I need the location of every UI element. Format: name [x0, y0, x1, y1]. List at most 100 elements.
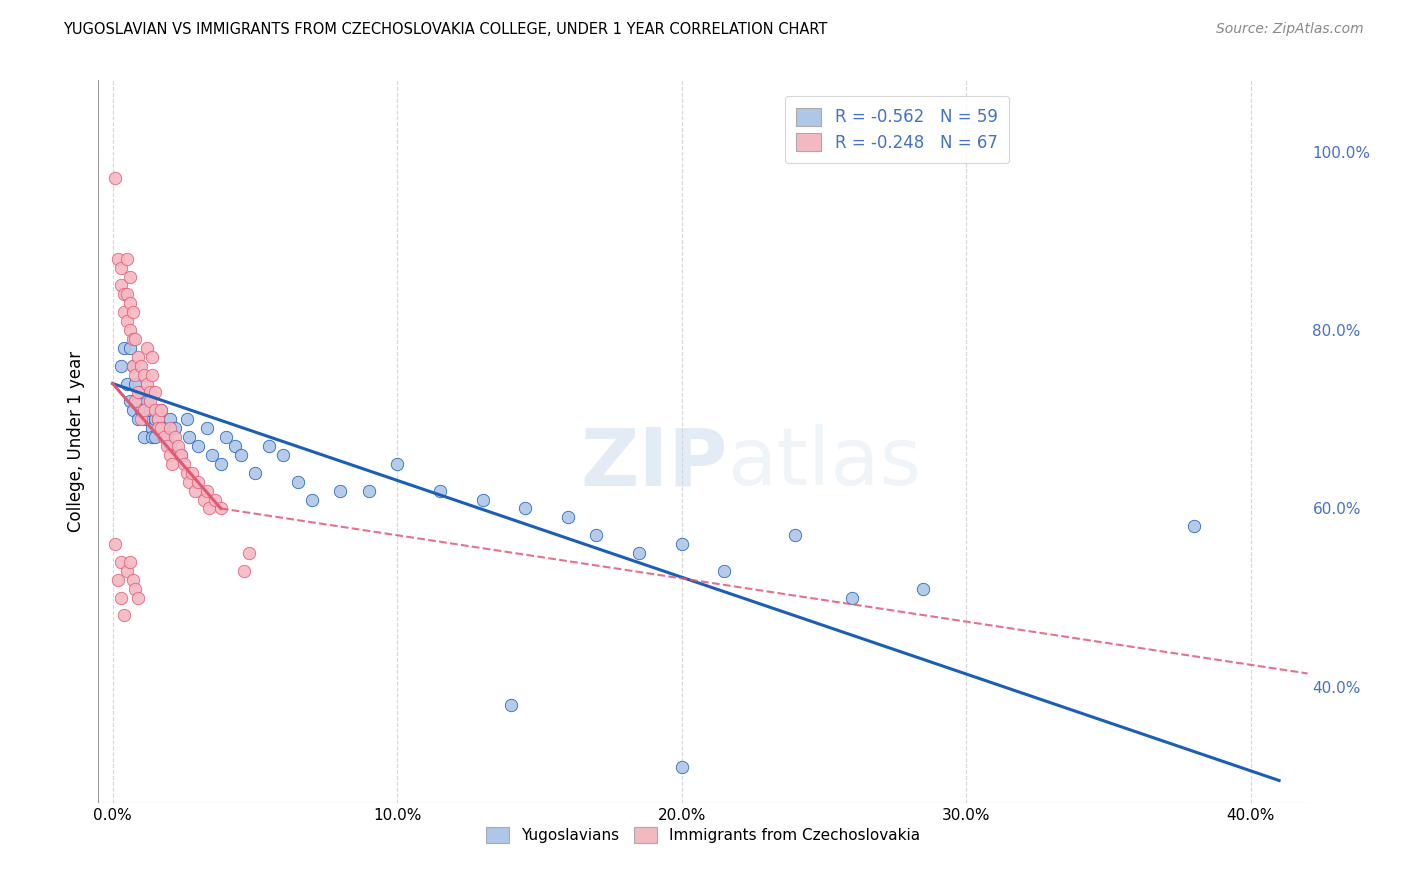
Point	[115, 376, 138, 391]
Point	[118, 296, 141, 310]
Point	[135, 341, 157, 355]
Point	[121, 305, 143, 319]
Point	[121, 332, 143, 346]
Point	[132, 430, 155, 444]
Point	[118, 269, 141, 284]
Point	[138, 394, 160, 409]
Point	[209, 501, 232, 516]
Text: atlas: atlas	[727, 425, 921, 502]
Point	[110, 591, 132, 605]
Point	[243, 466, 266, 480]
Point	[179, 475, 201, 489]
Point	[146, 412, 169, 426]
Point	[104, 537, 127, 551]
Point	[179, 430, 201, 444]
Point	[671, 760, 693, 774]
Point	[132, 403, 155, 417]
Point	[132, 368, 155, 382]
Point	[121, 359, 143, 373]
Point	[585, 528, 607, 542]
Point	[165, 430, 187, 444]
Point	[557, 510, 579, 524]
Point	[515, 501, 537, 516]
Point	[104, 171, 127, 186]
Point	[121, 359, 143, 373]
Y-axis label: College, Under 1 year: College, Under 1 year	[66, 351, 84, 533]
Point	[170, 448, 193, 462]
Text: YUGOSLAVIAN VS IMMIGRANTS FROM CZECHOSLOVAKIA COLLEGE, UNDER 1 YEAR CORRELATION : YUGOSLAVIAN VS IMMIGRANTS FROM CZECHOSLO…	[63, 22, 828, 37]
Text: Source: ZipAtlas.com: Source: ZipAtlas.com	[1216, 22, 1364, 37]
Point	[156, 439, 179, 453]
Point	[273, 448, 295, 462]
Point	[138, 403, 160, 417]
Point	[132, 412, 155, 426]
Point	[118, 394, 141, 409]
Point	[129, 412, 152, 426]
Point	[1182, 519, 1205, 533]
Point	[127, 385, 149, 400]
Point	[146, 421, 169, 435]
Point	[115, 314, 138, 328]
Point	[107, 252, 129, 266]
Point	[124, 332, 146, 346]
Point	[257, 439, 280, 453]
Point	[187, 475, 209, 489]
Point	[159, 421, 181, 435]
Point	[215, 430, 238, 444]
Point	[118, 555, 141, 569]
Point	[127, 394, 149, 409]
Point	[198, 501, 221, 516]
Point	[159, 412, 181, 426]
Point	[127, 350, 149, 364]
Point	[429, 483, 451, 498]
Point	[121, 403, 143, 417]
Point	[129, 403, 152, 417]
Point	[143, 385, 166, 400]
Point	[141, 350, 163, 364]
Point	[156, 430, 179, 444]
Point	[127, 412, 149, 426]
Point	[112, 287, 135, 301]
Point	[141, 421, 163, 435]
Point	[110, 260, 132, 275]
Point	[159, 439, 181, 453]
Point	[146, 412, 169, 426]
Point	[135, 376, 157, 391]
Point	[118, 323, 141, 337]
Point	[118, 341, 141, 355]
Point	[912, 582, 935, 596]
Point	[201, 448, 224, 462]
Point	[173, 457, 195, 471]
Point	[143, 412, 166, 426]
Point	[159, 448, 181, 462]
Point	[115, 252, 138, 266]
Point	[141, 430, 163, 444]
Point	[224, 439, 246, 453]
Point	[112, 341, 135, 355]
Point	[124, 394, 146, 409]
Point	[110, 555, 132, 569]
Point	[357, 483, 380, 498]
Point	[115, 287, 138, 301]
Point	[121, 573, 143, 587]
Point	[195, 483, 218, 498]
Text: ZIP: ZIP	[579, 425, 727, 502]
Point	[112, 608, 135, 623]
Point	[841, 591, 863, 605]
Point	[785, 528, 807, 542]
Point	[127, 591, 149, 605]
Point	[713, 564, 735, 578]
Point	[143, 403, 166, 417]
Point	[153, 430, 176, 444]
Point	[176, 412, 198, 426]
Point	[141, 368, 163, 382]
Point	[110, 359, 132, 373]
Point	[181, 466, 204, 480]
Point	[124, 368, 146, 382]
Point	[193, 492, 215, 507]
Point	[170, 448, 193, 462]
Point	[150, 403, 173, 417]
Point	[143, 430, 166, 444]
Point	[167, 439, 190, 453]
Point	[385, 457, 408, 471]
